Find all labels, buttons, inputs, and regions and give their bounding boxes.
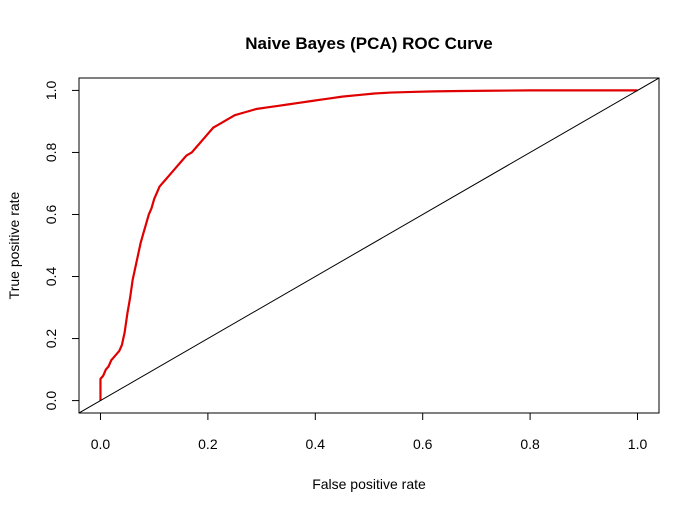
y-tick-label: 0.0	[43, 391, 59, 411]
y-tick-label: 0.2	[43, 329, 59, 349]
y-axis-label: True positive rate	[6, 191, 22, 299]
x-tick-label: 0.0	[91, 436, 111, 452]
x-tick-label: 0.8	[520, 436, 540, 452]
x-axis: 0.0 0.2 0.4 0.6 0.8 1.0	[91, 413, 648, 452]
y-axis: 0.0 0.2 0.4 0.6 0.8 1.0	[43, 80, 79, 410]
chart-title: Naive Bayes (PCA) ROC Curve	[245, 34, 493, 53]
y-tick-label: 0.6	[43, 205, 59, 225]
x-tick-label: 1.0	[628, 436, 648, 452]
y-tick-label: 0.4	[43, 267, 59, 287]
diagonal-reference-line	[79, 78, 659, 413]
y-tick-label: 0.8	[43, 142, 59, 162]
roc-curve-line	[99, 89, 638, 401]
x-tick-label: 0.4	[306, 436, 326, 452]
x-axis-label: False positive rate	[312, 476, 426, 492]
y-tick-label: 1.0	[43, 80, 59, 100]
x-tick-label: 0.2	[198, 436, 218, 452]
plot-frame	[78, 77, 660, 414]
plot-area	[79, 78, 659, 413]
x-tick-label: 0.6	[413, 436, 433, 452]
